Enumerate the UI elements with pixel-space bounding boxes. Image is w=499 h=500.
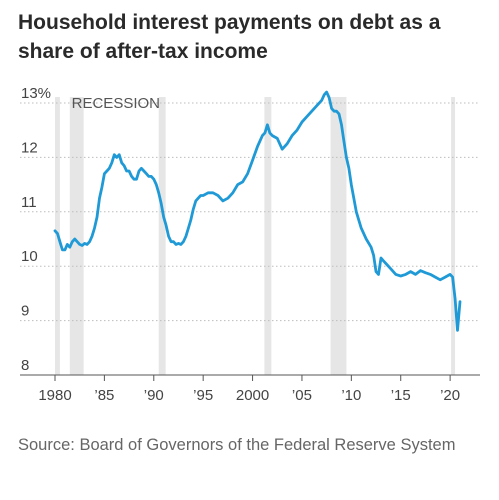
line-chart: RECESSION 13% 12 11 10 9 8 1980 ’85 ’90 ’95 2000 ’… <box>20 85 480 404</box>
recession-band-6 <box>451 97 456 375</box>
x-tick-label-1990: ’90 <box>144 387 164 404</box>
x-tick-label-1995: ’95 <box>193 387 213 404</box>
recession-band-4 <box>264 97 272 375</box>
x-tick-label-2005: ’05 <box>292 387 312 404</box>
y-tick-label-12: 12 <box>21 139 38 156</box>
y-tick-label-8: 8 <box>21 357 29 374</box>
recession-bands <box>55 97 456 375</box>
chart-title: Household interest payments on debt as a… <box>18 11 441 63</box>
y-tick-label-10: 10 <box>21 248 38 265</box>
interest-share-line <box>53 90 462 332</box>
x-tick-label-2000: 2000 <box>236 387 269 404</box>
recession-band-3 <box>158 97 166 375</box>
x-tick-label-1980: 1980 <box>38 387 71 404</box>
source-note: Source: Board of Governors of the Federa… <box>18 436 456 454</box>
y-tick-label-9: 9 <box>21 303 29 320</box>
x-tick-label-2020: ’20 <box>440 387 460 404</box>
x-tick-label-2010: ’10 <box>341 387 361 404</box>
recession-band-2 <box>69 97 84 375</box>
recession-band-5 <box>330 97 347 375</box>
x-tick-label-1985: ’85 <box>94 387 114 404</box>
gridlines <box>20 102 480 376</box>
x-axis-ticks: 1980 ’85 ’90 ’95 2000 ’05 ’10 ’15 ’20 <box>38 375 460 404</box>
recession-label: RECESSION <box>72 95 160 112</box>
y-tick-label-11: 11 <box>21 194 37 211</box>
x-tick-label-2015: ’15 <box>391 387 411 404</box>
y-tick-label-13: 13% <box>21 85 51 102</box>
y-axis-ticks: 13% 12 11 10 9 8 <box>21 85 51 374</box>
